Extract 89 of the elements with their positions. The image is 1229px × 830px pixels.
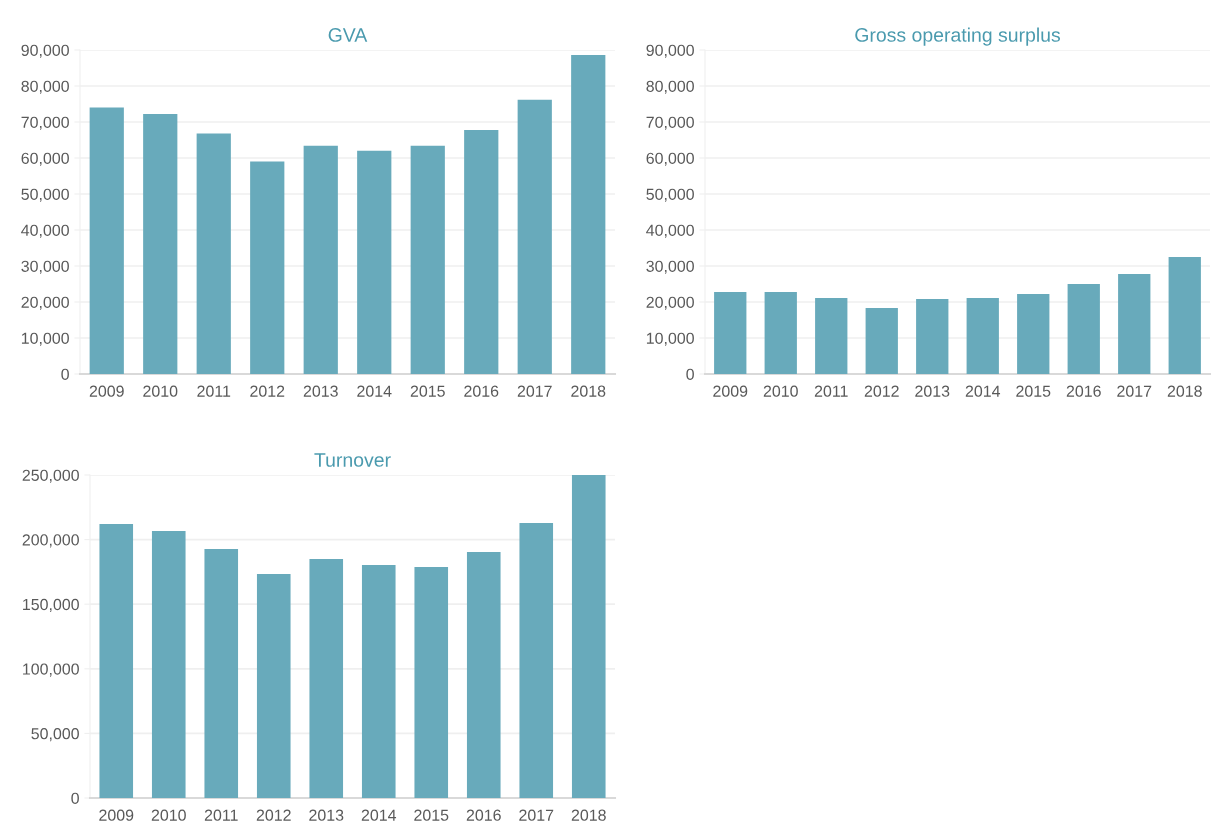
y-tick-label: 50,000 <box>21 188 69 202</box>
bar <box>410 145 445 374</box>
y-tick-label: 30,000 <box>21 260 69 274</box>
x-tick-label: 2016 <box>466 809 501 821</box>
x-tick-label: 2011 <box>814 385 848 397</box>
bar <box>204 548 239 798</box>
bar <box>250 161 285 374</box>
bar <box>916 299 949 374</box>
x-tick-label: 2011 <box>204 809 238 821</box>
x-tick-label: 2009 <box>89 385 124 397</box>
x-tick-label: 2015 <box>1016 385 1051 397</box>
x-tick-label: 2018 <box>571 809 606 821</box>
x-tick-label: 2015 <box>410 385 445 397</box>
bar <box>865 308 898 374</box>
y-tick-label: 0 <box>686 368 694 380</box>
y-tick-label: 200,000 <box>22 534 79 548</box>
x-tick-label: 2010 <box>143 385 178 397</box>
bar <box>99 524 134 798</box>
x-tick-label: 2013 <box>915 385 950 397</box>
y-tick-label: 80,000 <box>21 80 69 94</box>
x-tick-label: 2018 <box>1167 385 1202 397</box>
x-tick-label: 2011 <box>197 385 231 397</box>
x-tick-label: 2013 <box>309 809 344 821</box>
chart-title: Turnover <box>314 453 391 467</box>
bar <box>517 99 552 374</box>
y-tick-label: 40,000 <box>21 224 69 238</box>
bar <box>1067 284 1100 374</box>
bar <box>143 114 178 374</box>
x-tick-label: 2012 <box>864 385 899 397</box>
bar <box>196 133 231 374</box>
bar <box>151 531 186 798</box>
y-tick-label: 50,000 <box>646 188 694 202</box>
x-tick-label: 2010 <box>151 809 186 821</box>
bar <box>464 129 499 374</box>
x-tick-label: 2014 <box>357 385 392 397</box>
y-tick-label: 70,000 <box>646 116 694 130</box>
chart-title: GVA <box>328 28 368 42</box>
y-tick-label: 80,000 <box>646 80 694 94</box>
x-tick-label: 2009 <box>713 385 748 397</box>
x-tick-label: 2012 <box>250 385 285 397</box>
x-tick-label: 2014 <box>965 385 1001 397</box>
y-tick-label: 90,000 <box>21 44 69 58</box>
x-tick-label: 2016 <box>464 385 499 397</box>
x-tick-label: 2014 <box>361 809 397 821</box>
bar <box>1017 294 1050 374</box>
chart-title: Gross operating surplus <box>855 27 1061 46</box>
y-tick-label: 100,000 <box>23 663 79 677</box>
x-tick-label: 2017 <box>519 809 554 821</box>
bar <box>357 150 392 374</box>
bar <box>361 564 396 798</box>
y-tick-label: 70,000 <box>21 116 69 130</box>
x-tick-label: 2010 <box>763 385 798 397</box>
bar <box>1118 273 1151 374</box>
bar <box>303 145 338 374</box>
x-tick-label: 2009 <box>99 809 134 821</box>
y-tick-label: 60,000 <box>21 152 69 166</box>
bar <box>571 55 606 374</box>
y-tick-label: 0 <box>71 792 79 804</box>
bar <box>466 552 501 798</box>
y-tick-label: 10,000 <box>646 332 694 346</box>
bar <box>256 573 291 798</box>
y-tick-label: 10,000 <box>21 332 69 346</box>
y-tick-label: 20,000 <box>646 296 694 310</box>
y-tick-label: 40,000 <box>646 224 694 238</box>
bar <box>519 523 554 798</box>
x-tick-label: 2012 <box>256 809 291 821</box>
bar <box>1168 257 1201 374</box>
y-tick-label: 50,000 <box>31 728 79 742</box>
bar <box>414 566 449 798</box>
x-tick-label: 2016 <box>1066 385 1101 397</box>
x-tick-label: 2015 <box>414 809 449 821</box>
y-tick-label: 250,000 <box>22 469 79 483</box>
y-tick-label: 90,000 <box>646 44 694 58</box>
bar <box>764 291 797 374</box>
y-tick-label: 0 <box>61 368 69 380</box>
y-tick-label: 60,000 <box>646 152 694 166</box>
y-tick-label: 30,000 <box>646 260 694 274</box>
bar <box>714 291 747 374</box>
x-tick-label: 2017 <box>517 385 552 397</box>
x-tick-label: 2018 <box>571 385 606 397</box>
bar <box>309 558 344 798</box>
bar <box>815 298 848 374</box>
x-tick-label: 2017 <box>1117 385 1152 397</box>
x-tick-label: 2013 <box>303 385 338 397</box>
y-tick-label: 150,000 <box>23 598 79 613</box>
y-tick-label: 20,000 <box>21 296 69 310</box>
bar <box>966 298 999 374</box>
bar <box>89 107 124 374</box>
bar <box>571 475 606 798</box>
